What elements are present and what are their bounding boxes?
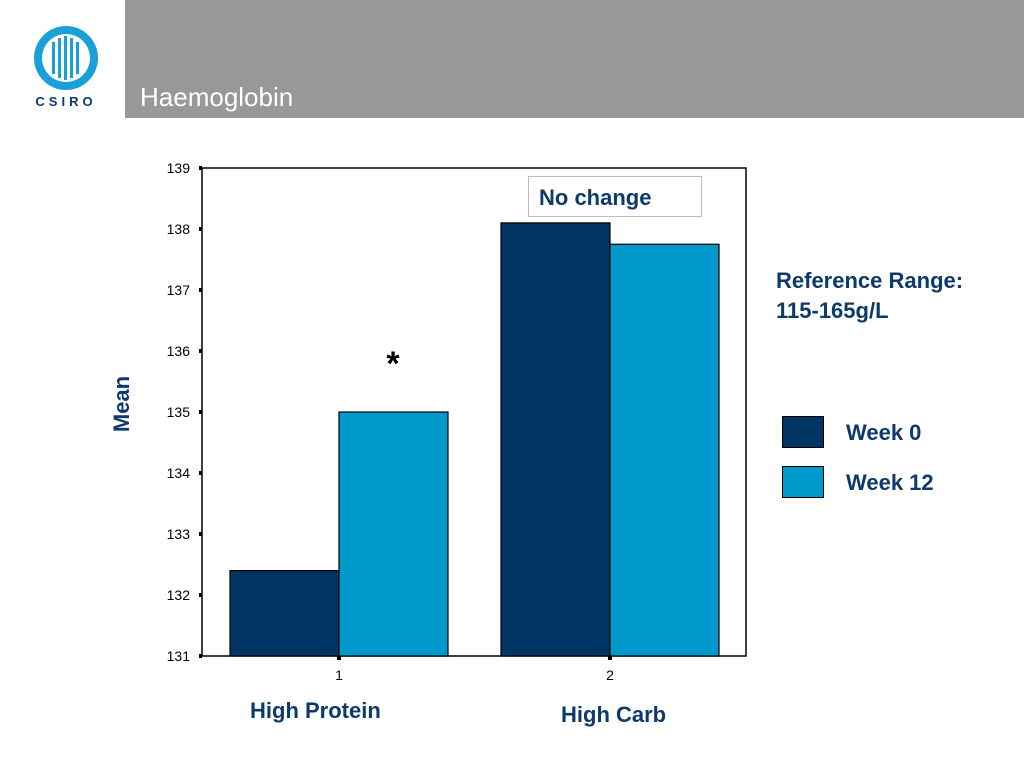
reference-range-value: 115-165g/L xyxy=(776,298,889,323)
x-tick-label: 2 xyxy=(606,667,614,683)
significance-asterisk: * xyxy=(386,345,400,383)
y-tick-label: 131 xyxy=(167,648,191,664)
y-tick-mark xyxy=(199,349,202,353)
bar-week0-cat1 xyxy=(229,569,340,657)
y-tick-label: 133 xyxy=(167,526,191,542)
bar-week12-cat2 xyxy=(609,243,720,657)
y-tick-label: 135 xyxy=(167,404,191,420)
reference-range-label: Reference Range: xyxy=(776,268,964,293)
no-change-label: No change xyxy=(539,185,652,210)
y-tick-mark xyxy=(199,593,202,597)
x-tick-label: 1 xyxy=(335,667,343,683)
csiro-logo-icon: CSIRO xyxy=(34,26,98,109)
group-label-high-carb: High Carb xyxy=(561,702,667,727)
y-tick-label: 134 xyxy=(167,465,191,481)
y-tick-mark xyxy=(199,227,202,231)
y-tick-label: 137 xyxy=(167,282,191,298)
no-change-annotation: No change xyxy=(528,176,702,217)
legend-swatch-week0 xyxy=(782,416,824,448)
bar-week12-cat1 xyxy=(338,411,449,657)
y-axis-label: Mean xyxy=(109,376,134,432)
y-tick-label: 132 xyxy=(167,587,191,603)
y-tick-mark xyxy=(199,166,202,170)
y-tick-mark xyxy=(199,288,202,292)
page-title: Haemoglobin xyxy=(140,82,294,112)
group-label-high-protein: High Protein xyxy=(250,698,381,723)
bar-week0-cat2 xyxy=(500,222,611,657)
x-tick-mark xyxy=(337,656,341,660)
y-tick-mark xyxy=(199,471,202,475)
legend-swatch-week12 xyxy=(782,466,824,498)
y-tick-mark xyxy=(199,410,202,414)
y-tick-label: 138 xyxy=(167,221,191,237)
legend-label-week12: Week 12 xyxy=(846,470,934,495)
x-tick-mark xyxy=(608,656,612,660)
header-bar xyxy=(125,0,1024,118)
y-tick-mark xyxy=(199,654,202,658)
legend-label-week0: Week 0 xyxy=(846,420,922,445)
reference-range: Reference Range: 115-165g/L xyxy=(776,266,963,326)
logo-text: CSIRO xyxy=(35,94,96,109)
y-tick-mark xyxy=(199,532,202,536)
y-tick-label: 136 xyxy=(167,343,191,359)
y-tick-label: 139 xyxy=(167,160,191,176)
